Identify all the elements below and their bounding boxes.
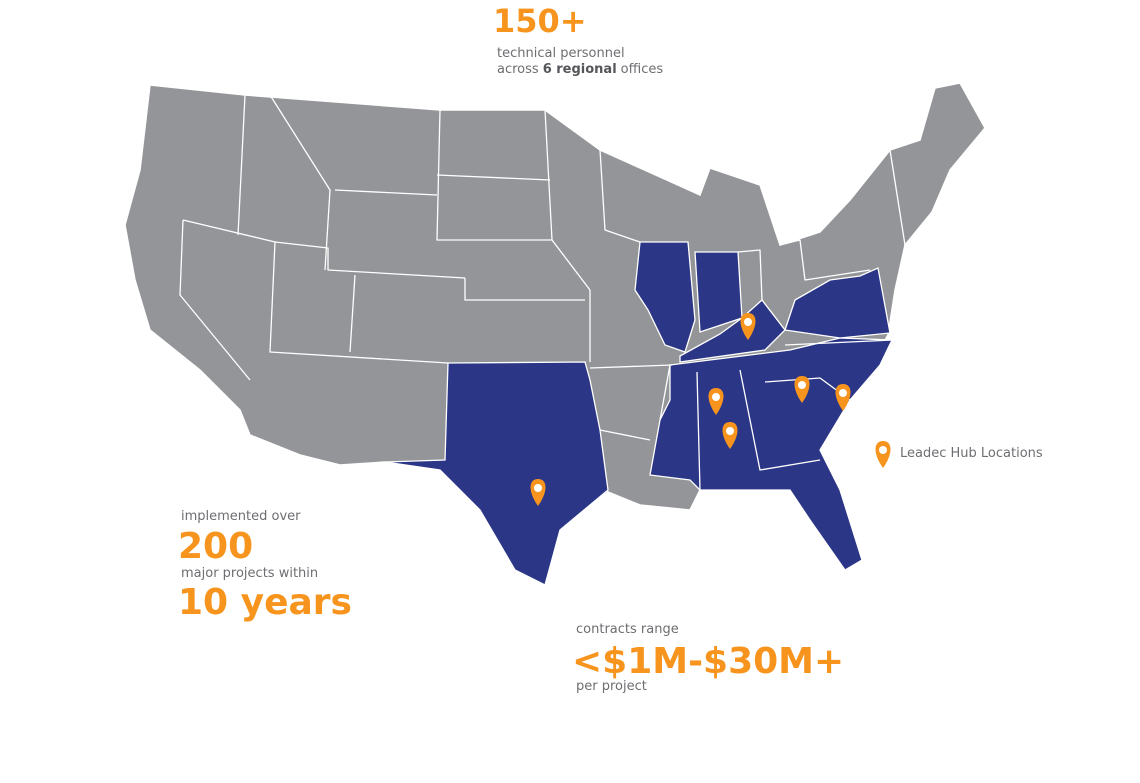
highlight-virginias xyxy=(784,267,891,339)
contracts-figure: <$1M-$30M+ xyxy=(572,641,844,682)
legend-pin xyxy=(875,441,891,468)
highlight-texas-oklahoma xyxy=(384,361,609,586)
highlight-indiana xyxy=(694,251,743,333)
highlight-kentucky xyxy=(679,299,786,363)
projects-figure: 200 xyxy=(178,526,253,567)
projects-middle: major projects within xyxy=(181,566,318,581)
personnel-line: technical personnel xyxy=(497,46,625,61)
personnel-line: across 6 regional offices xyxy=(497,62,663,77)
projects-period: 10 years xyxy=(178,582,352,623)
legend-label: Leadec Hub Locations xyxy=(900,446,1043,461)
bold-part: 6 regional xyxy=(543,62,617,77)
highlight-illinois xyxy=(634,241,696,353)
contracts-outro: per project xyxy=(576,679,647,694)
personnel-figure: 150+ xyxy=(493,2,587,40)
text-part: offices xyxy=(621,62,664,77)
text-part: across xyxy=(497,62,539,77)
highlight-southeast xyxy=(649,337,894,571)
us-map xyxy=(124,82,986,587)
state-borders xyxy=(179,94,906,491)
projects-intro: implemented over xyxy=(181,509,301,524)
contracts-intro: contracts range xyxy=(576,622,679,637)
